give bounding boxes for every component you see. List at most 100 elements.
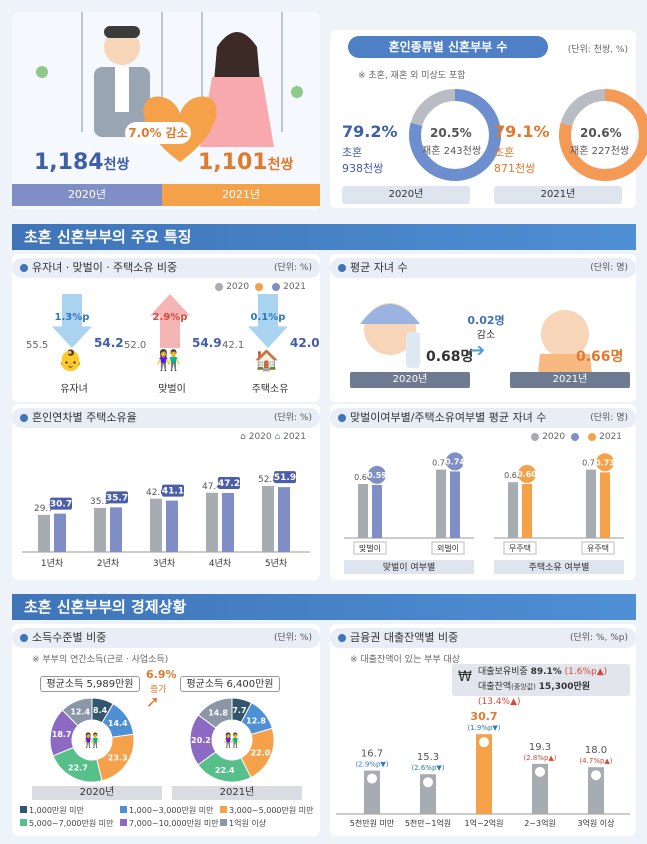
donut-2020-first: [409, 89, 501, 181]
income-subheader: 소득수준별 비중 (단위: %): [12, 628, 320, 648]
bar-2021: [372, 484, 382, 538]
loan-subheader: 금융권 대출잔액별 비중 (단위: %, %p): [330, 628, 636, 648]
label-2021-bg: [368, 465, 386, 484]
income-legend: 1,000만원 미만 1,000~3,000만원 미만 3,000~5,000만원 …: [20, 804, 320, 830]
loan-category: 5천만~1억원: [405, 818, 451, 828]
category-label: 무주택: [509, 543, 531, 553]
house-icon: ⌂: [274, 432, 281, 442]
income-title: 소득수준별 비중: [32, 631, 107, 644]
label-2021: 35.7: [106, 493, 128, 503]
loan-bar: [476, 734, 492, 814]
label-2021-bg: [446, 452, 464, 471]
loan-value: 15.3: [417, 752, 439, 763]
features-header: 초혼 신혼부부의 주요 특징: [12, 224, 636, 250]
loan-category: 2~3억원: [524, 818, 556, 828]
label-2021: 41.1: [162, 487, 184, 497]
re-2021-pct: 20.6%: [580, 126, 622, 140]
category-bg: [431, 541, 465, 555]
year-2020-label: 2020년: [342, 186, 470, 204]
ratio-label: 맞벌이: [158, 384, 186, 395]
loan-value: 18.0: [585, 745, 607, 756]
loan-bar: [588, 767, 604, 814]
label-2021-bg: [106, 491, 128, 504]
first-2020-label: 초혼: [342, 146, 363, 159]
bar-2020: [94, 507, 106, 552]
dual-children-title: 맞벌이여부별/주택소유여부별 평균 자녀 수: [350, 411, 547, 424]
pie-label: 12.4: [70, 707, 90, 716]
bar-2021: [522, 484, 532, 538]
first-2021-label: 초혼: [494, 146, 515, 159]
category-label: 1년차: [41, 557, 64, 569]
children-subheader: 평균 자녀 수 (단위: 명): [330, 258, 636, 278]
ratio-delta: 1.3%p: [54, 312, 90, 323]
re-2020-pct: 20.5%: [430, 126, 472, 140]
pie-slice: [197, 697, 233, 729]
category-label: 외벌이: [437, 543, 459, 553]
avg-income-2021: 평균소득 6,400만원: [180, 676, 280, 692]
marriage-type-unit: (단위: 천쌍, %): [567, 45, 628, 55]
home-own-legend: ⌂ 2020 ⌂ 2021: [240, 432, 306, 442]
marriage-type-note: ※ 초혼, 재혼 외 미상도 포함: [358, 71, 466, 81]
total-2021-number: 1,101: [198, 150, 268, 175]
ratio-item: 1.3%p 55.5 54.2 👶 유자녀: [26, 294, 124, 398]
dual-children-unit: (단위: 명): [590, 413, 628, 423]
children-title: 평균 자녀 수: [350, 261, 408, 274]
income-increase-label: 증가: [150, 685, 167, 695]
group-caption-bg: [344, 560, 474, 574]
couple-icon: 👫: [156, 348, 181, 372]
pie-label: 20.2: [191, 736, 211, 745]
won-coin-icon: [367, 773, 377, 784]
ratio-2021-value: 54.2: [94, 336, 124, 350]
bar-2020: [206, 492, 218, 552]
label-2021: 0.59: [367, 471, 387, 480]
label-2021-bg: [518, 465, 536, 483]
ratio-item: 0.1%p 42.1 42.0 🏠 주택소유: [222, 294, 320, 398]
home-own-chart: 29.730.7 1년차 35.335.7 2년차 42.641.1 3년차 47.447.…: [22, 471, 310, 569]
ratio-2021-value: 42.0: [290, 336, 320, 350]
children-2020-label: 2020년: [350, 372, 470, 388]
loan-info-box: ₩ 대출보유비중 89.1% (1.6%p▲) 대출잔액(중앙값) 15,300…: [452, 664, 630, 707]
couple-icon: 👫: [223, 732, 241, 749]
pie-slice: [61, 697, 93, 727]
label-2020: 0.76: [582, 459, 600, 468]
category-label: 3년차: [153, 557, 176, 569]
ratio-label: 주택소유: [251, 384, 289, 395]
ratio-card: 유자녀ㆍ맞벌이ㆍ주택소유 비중 (단위: %) 2020 2021 1.3%p 55…: [12, 254, 320, 402]
bar-2021: [450, 471, 460, 538]
label-2021-bg: [596, 453, 614, 472]
won-coin-icon: [591, 770, 601, 781]
loan-category: 3억원 이상: [577, 818, 615, 828]
label-2020: 47.4: [202, 482, 222, 492]
year-2021-label: 2021년: [494, 186, 622, 204]
bar-2020: [586, 469, 596, 538]
money-bag-icon: ₩: [458, 669, 472, 685]
legend-item: 3,000~5,000만원 미만: [220, 804, 316, 817]
income-note: ※ 부부의 연간소득(근로ㆍ사업소득): [32, 655, 169, 665]
pie-label: 22.0: [251, 748, 271, 757]
group-caption: 주택소유 여부별: [529, 561, 590, 573]
children-2021-label: 2021년: [510, 372, 630, 388]
children-2021-value: 0.66명: [576, 349, 624, 365]
legend-item: 1,000~3,000만원 미만: [120, 804, 220, 817]
label-2020: 0.60: [354, 473, 372, 482]
decrease-badge: 7.0% 감소: [125, 122, 191, 144]
bar-2021: [54, 513, 66, 552]
pie-2020-year: 2020년: [32, 786, 162, 800]
children-unit: (단위: 명): [590, 263, 628, 273]
year-2021-bar: 2021년: [162, 184, 320, 206]
children-arrow-icon: ➔: [470, 340, 486, 361]
pie-label: 8.4: [93, 706, 108, 715]
label-2021: 30.7: [50, 500, 72, 510]
pie-label: 12.8: [246, 716, 266, 725]
year-2020-bar: 2020년: [12, 184, 162, 206]
dual-children-subheader: 맞벌이여부별/주택소유여부별 평균 자녀 수 (단위: 명): [330, 408, 636, 428]
category-label: 4년차: [209, 557, 232, 569]
loan-note: ※ 대출잔액이 있는 부부 대상: [350, 655, 461, 665]
total-2021-value: 1,101천쌍: [198, 150, 293, 175]
pie-label: 22.4: [215, 766, 235, 775]
category-bg: [353, 541, 387, 555]
bar-2021: [166, 500, 178, 552]
ratio-subheader: 유자녀ㆍ맞벌이ㆍ주택소유 비중 (단위: %): [12, 258, 320, 278]
loan-unit: (단위: %, %p): [569, 633, 628, 643]
first-2021-count: 871천쌍: [494, 162, 536, 175]
